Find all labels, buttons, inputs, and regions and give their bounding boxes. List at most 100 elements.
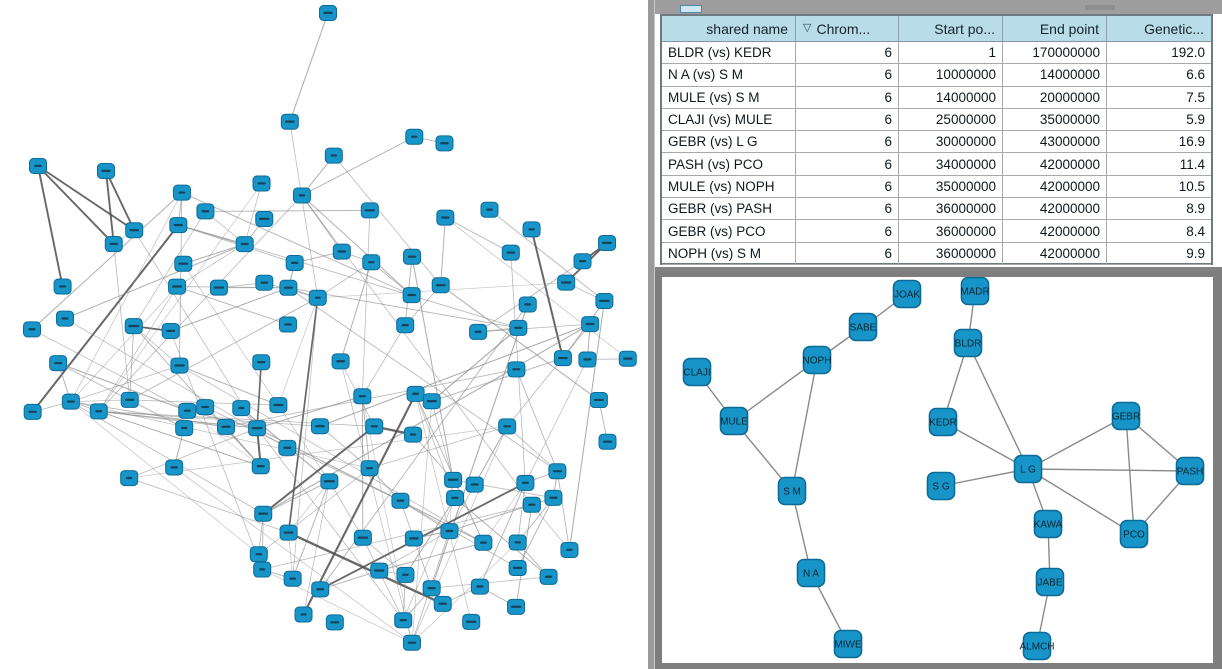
network-node[interactable] — [469, 323, 488, 340]
network-node[interactable] — [618, 350, 637, 367]
network-node[interactable] — [578, 351, 597, 368]
edge-NOPH-MULE[interactable] — [733, 359, 818, 422]
network-node[interactable] — [324, 147, 343, 164]
network-node[interactable] — [168, 278, 187, 295]
network-node[interactable] — [402, 287, 421, 304]
table-row[interactable]: N A (vs) S M 6 10000000 14000000 6.6 — [662, 64, 1211, 87]
large-network-canvas[interactable] — [0, 0, 648, 669]
network-node[interactable] — [360, 202, 379, 219]
network-node[interactable] — [522, 496, 541, 513]
node-KAWA[interactable]: KAWA — [1034, 509, 1063, 539]
network-node[interactable] — [161, 322, 180, 339]
network-node[interactable] — [422, 393, 441, 410]
network-node[interactable] — [252, 175, 271, 192]
network-node[interactable] — [396, 566, 415, 583]
network-node[interactable] — [403, 248, 422, 265]
table-row[interactable]: GEBR (vs) L G 6 30000000 43000000 16.9 — [662, 131, 1211, 154]
network-node[interactable] — [598, 235, 616, 251]
network-node[interactable] — [23, 403, 42, 420]
network-node[interactable] — [331, 353, 350, 370]
column-header-genetic[interactable]: Genetic... — [1107, 16, 1211, 42]
network-node[interactable] — [178, 402, 197, 419]
network-node[interactable] — [319, 5, 337, 21]
network-node[interactable] — [325, 614, 344, 631]
network-node[interactable] — [435, 135, 454, 152]
network-node[interactable] — [278, 439, 297, 456]
node-MIWE[interactable]: MIWE — [833, 629, 863, 659]
network-node[interactable] — [598, 433, 617, 450]
table-row[interactable]: BLDR (vs) KEDR 6 1 170000000 192.0 — [662, 42, 1211, 65]
network-node[interactable] — [474, 534, 493, 551]
network-node[interactable] — [255, 274, 274, 291]
network-node[interactable] — [172, 184, 191, 201]
network-node[interactable] — [89, 403, 108, 420]
column-header-start-position[interactable]: Start po... — [899, 16, 1003, 42]
network-node[interactable] — [217, 418, 236, 435]
network-node[interactable] — [196, 399, 215, 416]
node-MULE[interactable]: MULE — [719, 406, 749, 436]
network-node[interactable] — [61, 393, 80, 410]
network-node[interactable] — [553, 350, 572, 367]
node-SG[interactable]: S G — [926, 471, 956, 501]
network-node[interactable] — [104, 236, 123, 253]
network-node[interactable] — [396, 317, 415, 334]
network-node[interactable] — [279, 524, 298, 541]
network-node[interactable] — [310, 418, 329, 435]
node-MADR[interactable]: MADR — [960, 276, 990, 306]
network-node[interactable] — [278, 316, 297, 333]
table-row[interactable]: PASH (vs) PCO 6 34000000 42000000 11.4 — [662, 153, 1211, 176]
network-node[interactable] — [124, 318, 143, 335]
node-GEBR[interactable]: GEBR — [1111, 401, 1141, 431]
node-PASH[interactable]: PASH — [1175, 456, 1205, 486]
network-node[interactable] — [29, 158, 47, 174]
network-node[interactable] — [285, 254, 304, 271]
node-SABE[interactable]: SABE — [848, 312, 878, 342]
network-node[interactable] — [232, 400, 251, 417]
node-ALMCH[interactable]: ALMCH — [1019, 631, 1055, 661]
network-node[interactable] — [235, 236, 254, 253]
h-scrollbar-thumb-right[interactable] — [1085, 5, 1115, 10]
network-node[interactable] — [405, 128, 424, 145]
network-node[interactable] — [23, 321, 42, 338]
network-node[interactable] — [353, 529, 372, 546]
column-header-chromosome[interactable]: ▽ Chrom... — [796, 16, 899, 42]
network-node[interactable] — [595, 293, 614, 310]
network-node[interactable] — [370, 562, 389, 579]
network-node[interactable] — [446, 490, 465, 507]
network-node[interactable] — [97, 163, 115, 179]
network-node[interactable] — [196, 203, 215, 220]
network-node[interactable] — [292, 187, 311, 204]
table-row[interactable]: MULE (vs) S M 6 14000000 20000000 7.5 — [662, 86, 1211, 109]
filter-icon[interactable]: ▽ — [803, 22, 812, 34]
network-node[interactable] — [406, 385, 425, 402]
table-row[interactable]: CLAJI (vs) MULE 6 25000000 35000000 5.9 — [662, 108, 1211, 132]
network-node[interactable] — [480, 201, 499, 218]
node-JOAK[interactable]: JOAK — [892, 279, 922, 309]
network-node[interactable] — [518, 296, 537, 313]
network-node[interactable] — [252, 354, 271, 371]
node-BLDR[interactable]: BLDR — [953, 328, 983, 358]
node-LG[interactable]: L G — [1013, 454, 1043, 484]
small-network-canvas[interactable]: JOAK MADR SABE BLDR NOPH CLAJI MULE KEDR GEBR L G… — [662, 276, 1213, 663]
network-node[interactable] — [249, 546, 268, 563]
network-node[interactable] — [509, 319, 528, 336]
network-node[interactable] — [589, 392, 608, 409]
network-node[interactable] — [508, 559, 527, 576]
network-node[interactable] — [539, 568, 558, 585]
network-node[interactable] — [444, 471, 463, 488]
network-node[interactable] — [332, 243, 351, 260]
network-node[interactable] — [169, 217, 188, 234]
network-node[interactable] — [498, 418, 517, 435]
network-node[interactable] — [544, 489, 563, 506]
network-node[interactable] — [573, 253, 592, 270]
network-node[interactable] — [431, 277, 450, 294]
network-node[interactable] — [433, 595, 452, 612]
network-node[interactable] — [120, 391, 139, 408]
table-row[interactable]: GEBR (vs) PASH 6 36000000 42000000 8.9 — [662, 198, 1211, 221]
h-scrollbar-thumb-left[interactable] — [680, 5, 702, 13]
network-node[interactable] — [436, 209, 455, 226]
network-node[interactable] — [308, 289, 327, 306]
network-node[interactable] — [501, 244, 520, 261]
edge-SG-LG[interactable] — [940, 468, 1029, 487]
network-node[interactable] — [253, 561, 272, 578]
